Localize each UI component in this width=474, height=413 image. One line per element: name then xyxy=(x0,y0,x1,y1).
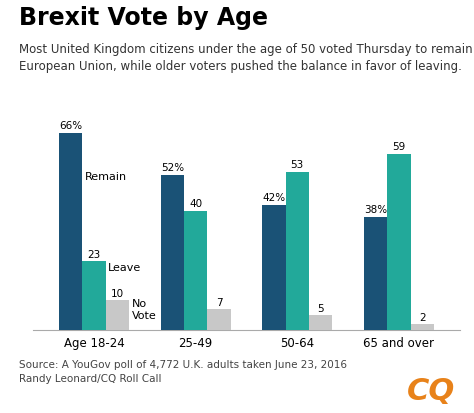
Text: Leave: Leave xyxy=(108,263,141,273)
Text: CQ: CQ xyxy=(407,376,455,405)
Bar xyxy=(82,262,106,330)
Text: Brexit Vote by Age: Brexit Vote by Age xyxy=(19,6,268,30)
Text: 10: 10 xyxy=(111,288,124,298)
Bar xyxy=(387,154,410,330)
Bar xyxy=(309,316,332,330)
Text: 52%: 52% xyxy=(161,163,184,173)
Text: 66%: 66% xyxy=(59,121,82,131)
Bar xyxy=(106,301,129,330)
Text: 59: 59 xyxy=(392,142,405,152)
Text: 38%: 38% xyxy=(364,205,387,215)
Text: 2: 2 xyxy=(419,312,426,322)
Bar xyxy=(364,217,387,330)
Bar xyxy=(410,325,434,330)
Text: 42%: 42% xyxy=(262,193,285,203)
Text: 53: 53 xyxy=(291,160,304,170)
Bar xyxy=(161,175,184,330)
Bar xyxy=(262,205,285,330)
Text: 7: 7 xyxy=(216,297,222,307)
Bar xyxy=(59,133,82,330)
Text: No
Vote: No Vote xyxy=(131,299,156,320)
Text: Most United Kingdom citizens under the age of 50 voted Thursday to remain in the: Most United Kingdom citizens under the a… xyxy=(19,43,474,73)
Text: Source: A YouGov poll of 4,772 U.K. adults taken June 23, 2016
Randy Leonard/CQ : Source: A YouGov poll of 4,772 U.K. adul… xyxy=(19,359,347,383)
Text: Remain: Remain xyxy=(85,172,127,182)
Text: 23: 23 xyxy=(88,249,101,259)
Bar xyxy=(184,211,207,330)
Bar xyxy=(285,172,309,330)
Text: 40: 40 xyxy=(189,199,202,209)
Text: 5: 5 xyxy=(317,303,324,313)
Bar xyxy=(207,309,231,330)
